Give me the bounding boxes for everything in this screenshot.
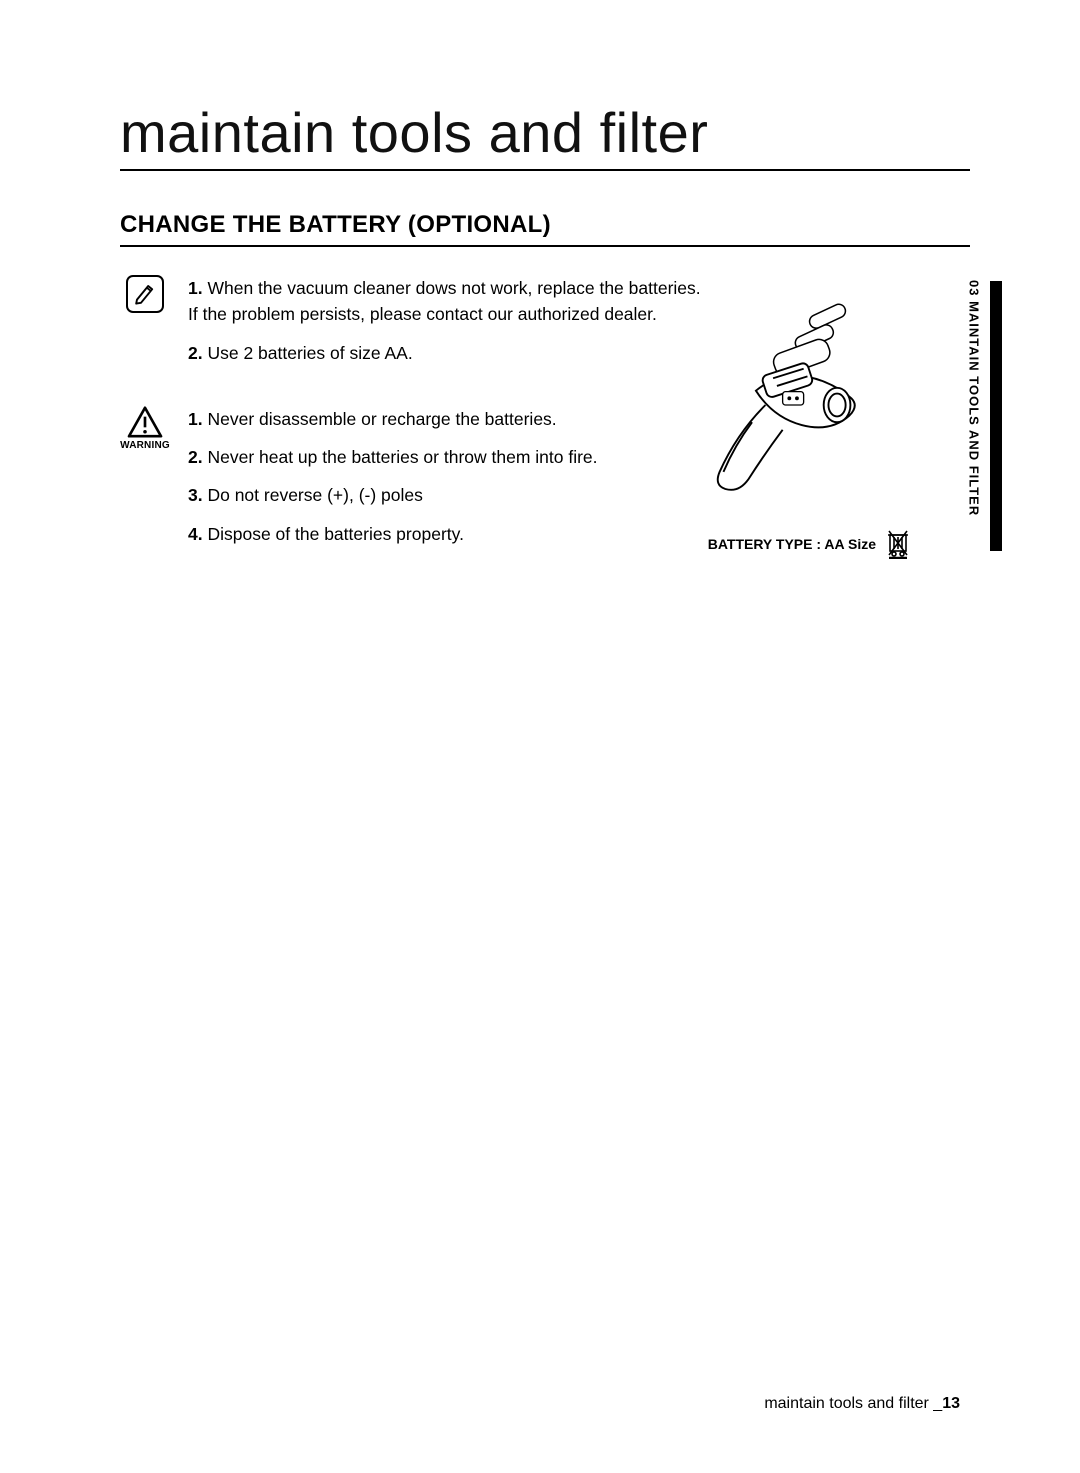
warning-item-2: 2. Never heat up the batteries or throw … [188,444,708,470]
figure-caption: BATTERY TYPE : AA Size [708,536,876,552]
section-heading: CHANGE THE BATTERY (OPTIONAL) [120,211,551,238]
warning-icon-col: WARNING [120,406,170,451]
page-title: maintain tools and filter [120,101,708,164]
side-tab-marker [990,281,1002,551]
note-item-text: When the vacuum cleaner dows not work, r… [188,278,701,324]
note-item-1: 1. When the vacuum cleaner dows not work… [188,275,708,328]
warning-item-4: 4. Dispose of the batteries property. [188,521,708,547]
warning-label: WARNING [120,440,170,451]
warning-item-text: Never heat up the batteries or throw the… [207,447,597,467]
footer: maintain tools and filter _13 [764,1395,960,1413]
list-number: 1. [188,278,207,298]
list-number: 3. [188,485,207,505]
warning-item-text: Never disassemble or recharge the batter… [207,409,556,429]
page-title-rule: maintain tools and filter [120,100,970,171]
warning-item-1: 1. Never disassemble or recharge the bat… [188,406,708,432]
side-tab-text: 03 MAINTAIN TOOLS AND FILTER [967,280,982,516]
warning-item-3: 3. Do not reverse (+), (-) poles [188,482,708,508]
note-item-2: 2. Use 2 batteries of size AA. [188,340,708,366]
warning-item-text: Do not reverse (+), (-) poles [207,485,422,505]
note-text: 1. When the vacuum cleaner dows not work… [188,275,708,378]
list-number: 2. [188,447,207,467]
side-tab: 03 MAINTAIN TOOLS AND FILTER [958,280,990,540]
list-number: 1. [188,409,207,429]
note-item-text: Use 2 batteries of size AA. [207,343,412,363]
section-heading-rule: CHANGE THE BATTERY (OPTIONAL) [120,211,970,247]
list-number: 2. [188,343,207,363]
warning-text: 1. Never disassemble or recharge the bat… [188,406,708,559]
warning-item-text: Dispose of the batteries property. [207,524,463,544]
list-number: 4. [188,524,207,544]
note-icon [126,275,164,313]
warning-icon [127,406,163,438]
figure-caption-row: BATTERY TYPE : AA Size [660,529,910,559]
document-page: maintain tools and filter CHANGE THE BAT… [0,0,1080,1473]
footer-text: maintain tools and filter _ [764,1395,942,1412]
figure-area: BATTERY TYPE : AA Size [660,300,910,559]
note-icon-col [120,275,170,313]
vacuum-handle-figure [660,300,890,510]
footer-page-number: 13 [942,1395,960,1412]
weee-bin-icon [886,529,910,559]
